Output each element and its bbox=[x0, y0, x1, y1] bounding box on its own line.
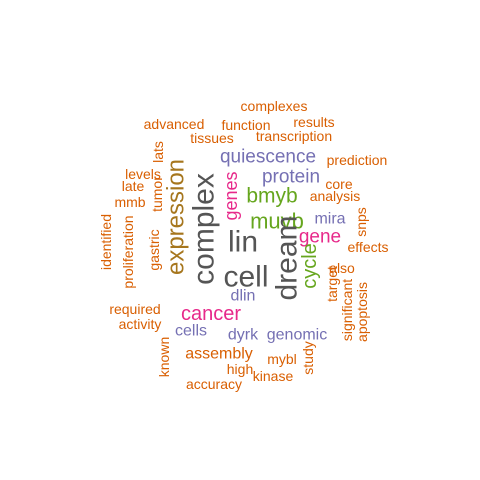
word-mybl: mybl bbox=[267, 351, 297, 367]
word-protein: protein bbox=[262, 167, 320, 188]
word-expression: expression bbox=[163, 159, 190, 275]
word-cell: cell bbox=[223, 261, 268, 294]
word-analysis: analysis bbox=[310, 188, 361, 204]
word-required: required bbox=[109, 301, 160, 317]
word-genes: genes bbox=[221, 171, 241, 220]
word-function: function bbox=[221, 117, 270, 133]
word-accuracy: accuracy bbox=[186, 376, 242, 392]
word-high: high bbox=[227, 361, 253, 377]
word-lats: lats bbox=[150, 141, 166, 163]
word-results: results bbox=[293, 114, 334, 130]
word-dream: dream bbox=[271, 215, 304, 300]
word-effects: effects bbox=[348, 239, 389, 255]
word-muvb: muvb bbox=[250, 209, 304, 234]
word-proliferation: proliferation bbox=[120, 215, 136, 288]
word-core: core bbox=[325, 176, 352, 192]
word-mmb: mmb bbox=[114, 194, 145, 210]
word-significant: significant bbox=[339, 279, 355, 341]
word-identified: identified bbox=[98, 214, 114, 270]
word-transcription: transcription bbox=[256, 128, 332, 144]
word-kinase: kinase bbox=[253, 368, 294, 384]
word-mira: mira bbox=[314, 211, 345, 228]
word-cancer: cancer bbox=[181, 303, 241, 325]
word-dlin: dlin bbox=[231, 288, 256, 305]
word-tissues: tissues bbox=[190, 130, 234, 146]
word-target: target bbox=[324, 266, 340, 302]
word-lin: lin bbox=[228, 226, 258, 259]
word-cells: cells bbox=[175, 323, 207, 340]
word-also: also bbox=[329, 260, 355, 276]
word-levels: levels bbox=[125, 166, 161, 182]
word-genomic: genomic bbox=[267, 327, 327, 344]
word-known: known bbox=[156, 337, 172, 377]
word-late: late bbox=[122, 178, 145, 194]
word-complex: complex bbox=[188, 173, 221, 285]
word-study: study bbox=[300, 341, 316, 374]
word-bmyb: bmyb bbox=[246, 185, 297, 208]
word-complexes: complexes bbox=[241, 98, 308, 114]
word-prediction: prediction bbox=[327, 152, 388, 168]
word-activity: activity bbox=[119, 316, 162, 332]
word-apoptosis: apoptosis bbox=[354, 282, 370, 342]
word-gastric: gastric bbox=[146, 229, 162, 270]
word-cycle: cycle bbox=[299, 243, 321, 289]
word-snps: snps bbox=[353, 207, 369, 237]
word-gene: gene bbox=[299, 227, 341, 248]
word-tumor: tumor bbox=[149, 176, 165, 212]
word-dyrk: dyrk bbox=[228, 327, 259, 344]
word-assembly: assembly bbox=[185, 346, 253, 363]
word-quiescence: quiescence bbox=[220, 147, 316, 168]
word-advanced: advanced bbox=[144, 116, 205, 132]
